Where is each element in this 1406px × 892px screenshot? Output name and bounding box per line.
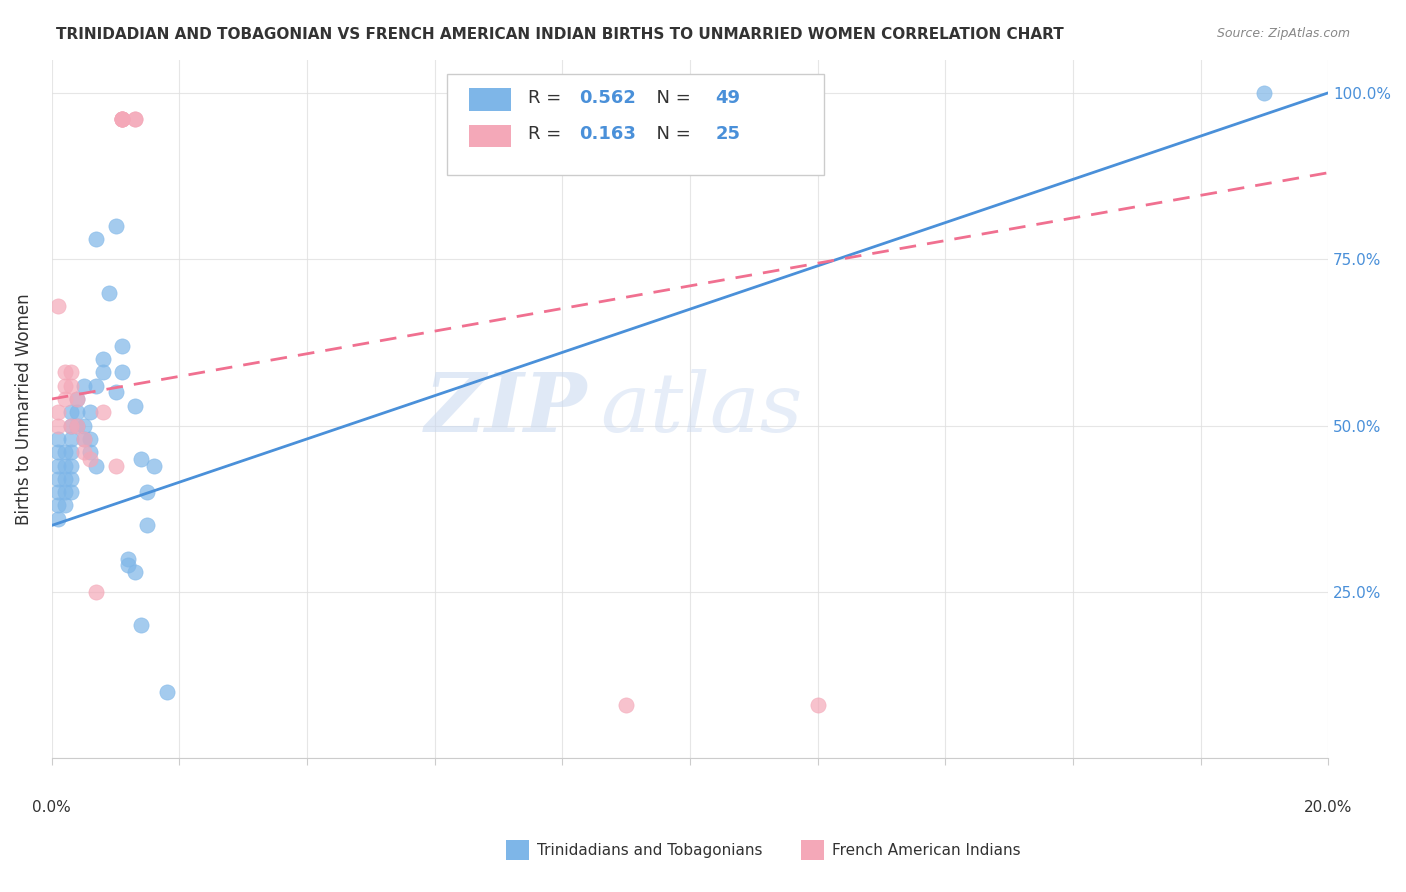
Text: N =: N = xyxy=(645,89,697,107)
Point xyxy=(111,112,134,127)
Point xyxy=(46,418,69,433)
Point xyxy=(124,112,146,127)
Point xyxy=(124,112,146,127)
FancyBboxPatch shape xyxy=(470,88,512,111)
Point xyxy=(46,445,69,459)
Point xyxy=(53,499,76,513)
Point xyxy=(86,232,108,246)
Point xyxy=(46,458,69,473)
Point xyxy=(53,392,76,406)
Point xyxy=(73,432,96,446)
Point xyxy=(46,499,69,513)
Text: 0.163: 0.163 xyxy=(579,126,636,144)
Point xyxy=(46,472,69,486)
Point xyxy=(53,445,76,459)
Point xyxy=(117,551,139,566)
Text: 0.562: 0.562 xyxy=(579,89,636,107)
Point xyxy=(66,392,89,406)
Point xyxy=(124,565,146,579)
Point xyxy=(111,339,134,353)
Point xyxy=(104,219,127,233)
Point xyxy=(104,458,127,473)
Point xyxy=(59,418,82,433)
Point xyxy=(111,365,134,379)
Point xyxy=(46,405,69,419)
Point xyxy=(46,432,69,446)
Point xyxy=(73,445,96,459)
Text: 49: 49 xyxy=(716,89,741,107)
Point xyxy=(66,418,89,433)
Point xyxy=(59,445,82,459)
Point xyxy=(59,405,82,419)
Point xyxy=(136,485,159,500)
Point xyxy=(46,299,69,313)
FancyBboxPatch shape xyxy=(470,125,512,147)
Text: Source: ZipAtlas.com: Source: ZipAtlas.com xyxy=(1216,27,1350,40)
Point xyxy=(91,405,114,419)
Point xyxy=(53,472,76,486)
Point xyxy=(86,585,108,599)
Point xyxy=(59,458,82,473)
Point xyxy=(46,485,69,500)
Text: Trinidadians and Tobagonians: Trinidadians and Tobagonians xyxy=(537,843,762,857)
Point xyxy=(156,685,179,699)
Point xyxy=(79,432,101,446)
Point xyxy=(136,518,159,533)
Point xyxy=(79,451,101,466)
Text: French American Indians: French American Indians xyxy=(832,843,1021,857)
Point xyxy=(59,378,82,392)
Point xyxy=(66,392,89,406)
Point xyxy=(73,432,96,446)
Y-axis label: Births to Unmarried Women: Births to Unmarried Women xyxy=(15,293,32,524)
FancyBboxPatch shape xyxy=(447,73,824,175)
Point xyxy=(614,698,637,712)
Point xyxy=(91,352,114,367)
Text: R =: R = xyxy=(527,126,567,144)
Point xyxy=(73,378,96,392)
Point xyxy=(1253,86,1275,100)
Point xyxy=(124,399,146,413)
Point xyxy=(59,432,82,446)
Text: atlas: atlas xyxy=(600,369,803,449)
Point xyxy=(53,378,76,392)
Point xyxy=(53,365,76,379)
Point xyxy=(111,112,134,127)
Text: ZIP: ZIP xyxy=(425,369,588,449)
Point xyxy=(91,365,114,379)
Text: 20.0%: 20.0% xyxy=(1303,800,1353,815)
Point xyxy=(117,558,139,573)
Text: 0.0%: 0.0% xyxy=(32,800,72,815)
Point xyxy=(142,458,165,473)
Point xyxy=(59,485,82,500)
Point xyxy=(53,458,76,473)
Point xyxy=(73,418,96,433)
Point xyxy=(79,445,101,459)
Point xyxy=(111,112,134,127)
Point xyxy=(46,512,69,526)
Point xyxy=(806,698,828,712)
Point xyxy=(129,618,152,632)
Point xyxy=(66,418,89,433)
Point xyxy=(86,378,108,392)
Point xyxy=(111,112,134,127)
Point xyxy=(79,405,101,419)
Point xyxy=(53,485,76,500)
Point xyxy=(66,405,89,419)
Text: TRINIDADIAN AND TOBAGONIAN VS FRENCH AMERICAN INDIAN BIRTHS TO UNMARRIED WOMEN C: TRINIDADIAN AND TOBAGONIAN VS FRENCH AME… xyxy=(56,27,1064,42)
Text: N =: N = xyxy=(645,126,697,144)
Point xyxy=(59,365,82,379)
Point xyxy=(98,285,121,300)
Point xyxy=(59,418,82,433)
Point xyxy=(111,112,134,127)
Point xyxy=(59,472,82,486)
Text: R =: R = xyxy=(527,89,567,107)
Point xyxy=(104,385,127,400)
Point xyxy=(86,458,108,473)
Text: 25: 25 xyxy=(716,126,741,144)
Point xyxy=(129,451,152,466)
